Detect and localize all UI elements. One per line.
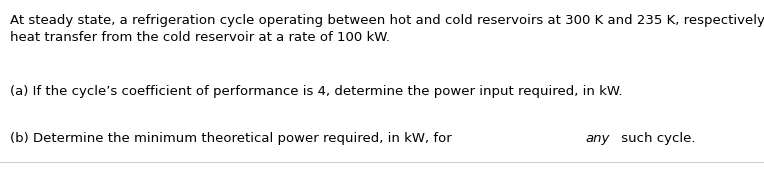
Text: At steady state, a refrigeration cycle operating between hot and cold reservoirs: At steady state, a refrigeration cycle o…: [10, 14, 764, 44]
Text: such cycle.: such cycle.: [617, 132, 695, 145]
Text: (a) If the cycle’s coefficient of performance is 4, determine the power input re: (a) If the cycle’s coefficient of perfor…: [10, 84, 623, 98]
Text: (b) Determine the minimum theoretical power required, in kW, for: (b) Determine the minimum theoretical po…: [10, 132, 456, 145]
Text: any: any: [585, 132, 610, 145]
